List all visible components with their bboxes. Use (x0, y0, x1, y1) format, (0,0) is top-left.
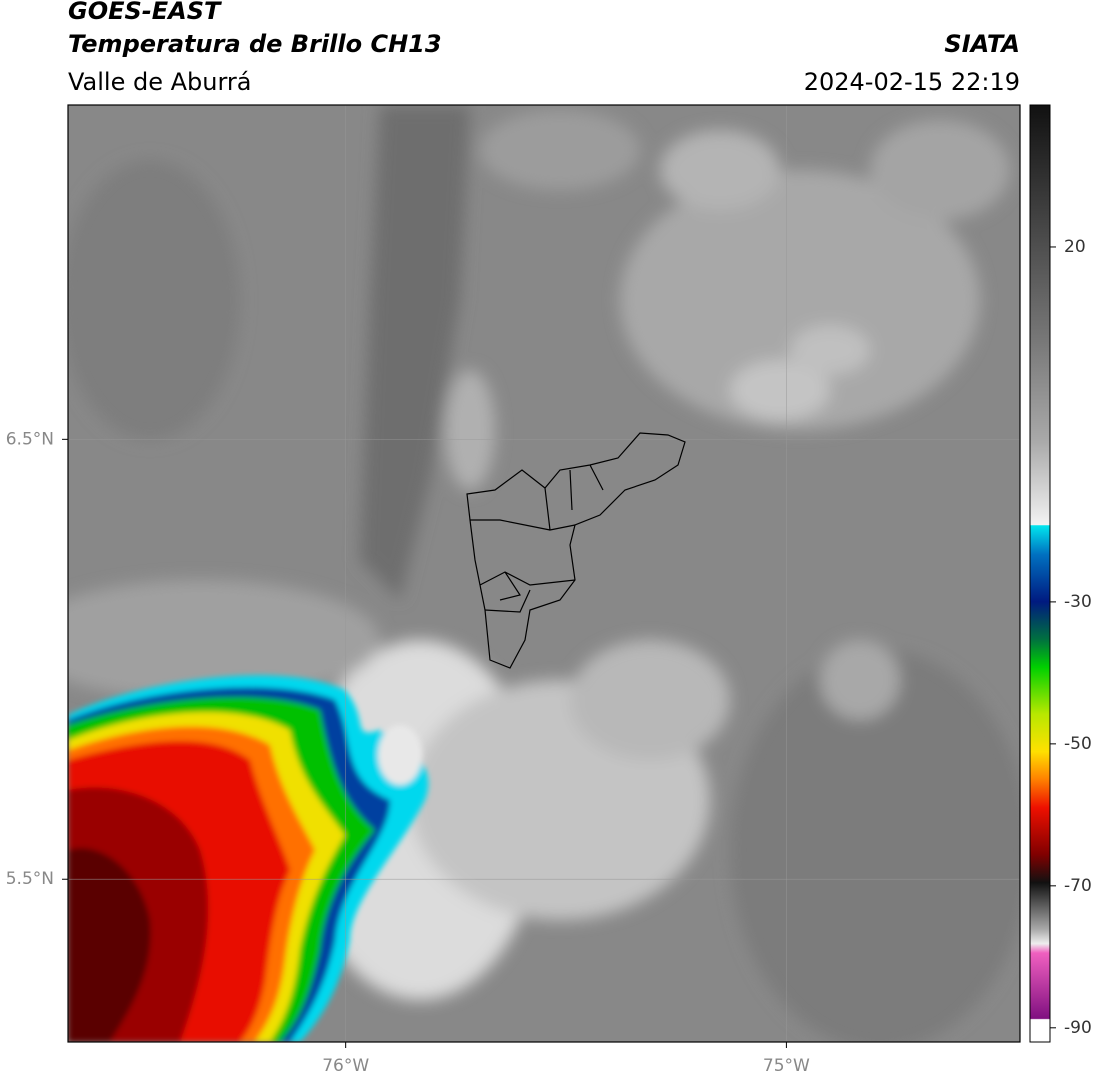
subtitle: Temperatura de Brillo CH13 (68, 30, 442, 58)
x-tick-label: 75°W (763, 1056, 810, 1076)
x-tick-label: 76°W (322, 1056, 369, 1076)
y-tick-label: 6.5°N (6, 429, 54, 449)
colorbar (1029, 104, 1051, 1043)
region: Valle de Aburrá (68, 68, 252, 96)
graticule: 76°W 75°W 6.5°N 5.5°N (6, 105, 1020, 1076)
colorbar-tick-label: -30 (1064, 592, 1092, 612)
colorbar-tick-label: -90 (1064, 1018, 1092, 1038)
satellite-image (68, 105, 1020, 1042)
map-frame (67, 104, 1021, 1043)
valley-boundary (466, 432, 686, 669)
source: SIATA (944, 30, 1020, 58)
colorbar-tick-label: -50 (1064, 734, 1092, 754)
datetime: 2024-02-15 22:19 (804, 68, 1020, 96)
title: GOES-EAST (68, 0, 222, 25)
colorbar-tick-label: 20 (1064, 237, 1086, 257)
colorbar-tick-label: -70 (1064, 876, 1092, 896)
y-tick-label: 5.5°N (6, 869, 54, 889)
colorbar-axis: 20 -30 -50 -70 -90 (1050, 237, 1092, 1038)
